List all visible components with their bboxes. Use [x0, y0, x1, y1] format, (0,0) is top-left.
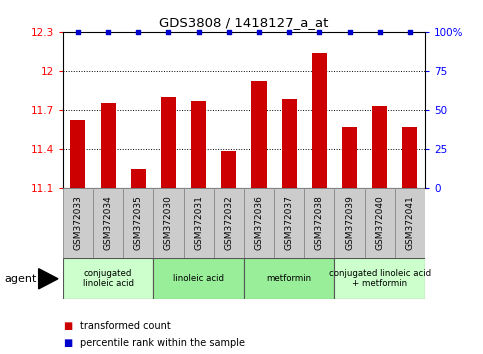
Text: GSM372033: GSM372033 [73, 195, 83, 251]
Bar [154, 258, 244, 299]
Point [134, 29, 142, 35]
Point [285, 29, 293, 35]
Point [195, 29, 202, 35]
Point [315, 29, 323, 35]
Bar [282, 99, 297, 188]
Text: agent: agent [5, 274, 37, 284]
Bar [161, 97, 176, 188]
Point [255, 29, 263, 35]
Text: GSM372039: GSM372039 [345, 195, 354, 251]
FancyBboxPatch shape [213, 188, 244, 258]
Text: metformin: metformin [267, 274, 312, 283]
Bar [372, 106, 387, 188]
FancyBboxPatch shape [334, 188, 365, 258]
Bar [131, 170, 146, 188]
Text: GSM372030: GSM372030 [164, 195, 173, 251]
Bar [342, 127, 357, 188]
Text: GSM372040: GSM372040 [375, 196, 384, 250]
Point [225, 29, 233, 35]
Point [376, 29, 384, 35]
FancyBboxPatch shape [395, 188, 425, 258]
FancyBboxPatch shape [244, 188, 274, 258]
FancyBboxPatch shape [93, 188, 123, 258]
FancyBboxPatch shape [274, 188, 304, 258]
Point [346, 29, 354, 35]
Bar [221, 151, 236, 188]
Point [104, 29, 112, 35]
Text: GSM372031: GSM372031 [194, 195, 203, 251]
FancyBboxPatch shape [154, 188, 184, 258]
Bar [252, 81, 267, 188]
Text: transformed count: transformed count [80, 321, 170, 331]
Bar [71, 120, 85, 188]
Text: conjugated linoleic acid
+ metformin: conjugated linoleic acid + metformin [329, 269, 431, 289]
FancyBboxPatch shape [63, 188, 93, 258]
Bar [335, 258, 425, 299]
Bar [63, 258, 154, 299]
Text: GSM372034: GSM372034 [103, 196, 113, 250]
Text: ■: ■ [63, 338, 72, 348]
Point [406, 29, 414, 35]
Text: GSM372036: GSM372036 [255, 195, 264, 251]
Bar [191, 101, 206, 188]
Text: GSM372035: GSM372035 [134, 195, 143, 251]
Text: GSM372041: GSM372041 [405, 196, 414, 250]
FancyBboxPatch shape [184, 188, 213, 258]
Text: GSM372038: GSM372038 [315, 195, 324, 251]
FancyBboxPatch shape [304, 188, 334, 258]
Bar [244, 258, 334, 299]
Bar [312, 53, 327, 188]
Title: GDS3808 / 1418127_a_at: GDS3808 / 1418127_a_at [159, 16, 328, 29]
Text: GSM372032: GSM372032 [224, 196, 233, 250]
Text: conjugated
linoleic acid: conjugated linoleic acid [83, 269, 134, 289]
FancyBboxPatch shape [123, 188, 154, 258]
Polygon shape [39, 269, 58, 289]
Text: GSM372037: GSM372037 [284, 195, 294, 251]
Bar [100, 103, 115, 188]
Point [74, 29, 82, 35]
Text: ■: ■ [63, 321, 72, 331]
Text: linoleic acid: linoleic acid [173, 274, 224, 283]
Bar [402, 127, 417, 188]
FancyBboxPatch shape [365, 188, 395, 258]
Point [165, 29, 172, 35]
Text: percentile rank within the sample: percentile rank within the sample [80, 338, 245, 348]
